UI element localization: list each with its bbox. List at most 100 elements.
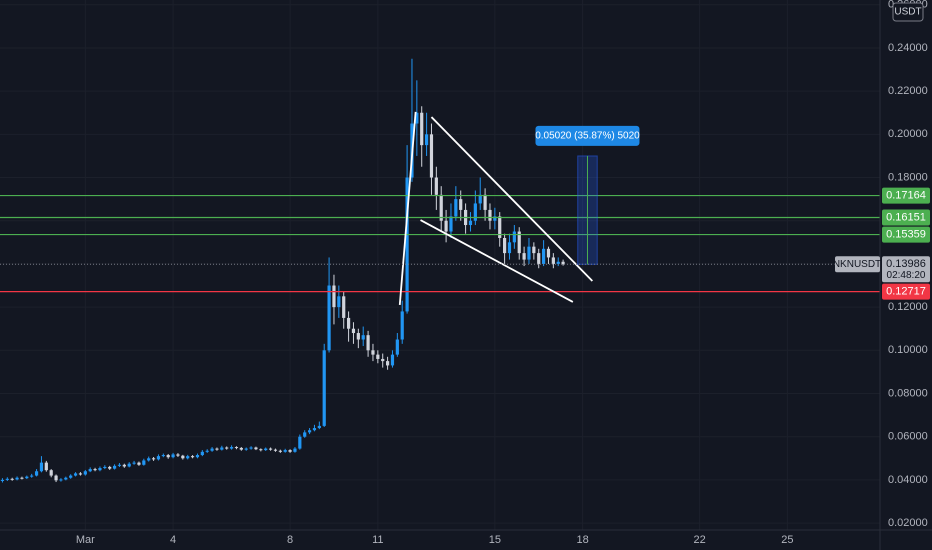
candle-body [195,455,200,458]
candle-body [390,354,395,366]
candle-body [288,450,292,452]
candle-body [254,447,258,450]
candle-body [327,285,331,351]
level-label-bg [882,226,930,243]
candle-body [176,454,180,456]
candle-body [229,447,234,449]
plot-area: 0.05020 (35.87%) 5020 [0,58,880,483]
candle-body [142,460,146,465]
candle-body [312,428,317,431]
candle-body [542,248,546,264]
candle-body [73,473,78,476]
candle-body [249,447,253,449]
candle-body [215,448,219,450]
candle-body [44,462,48,471]
level-label-bg [882,209,930,226]
x-tick-label: 11 [372,534,383,546]
x-tick-label: 8 [287,534,293,546]
candle-body [429,134,434,178]
measure-label: 0.05020 (35.87%) 5020 [535,131,640,142]
candle-body [454,199,458,217]
candle-body [532,246,536,254]
candle-body [15,477,19,480]
candle-body [225,447,229,449]
y-tick-label: 0.24000 [888,42,928,54]
candle-body [10,478,14,480]
candle-body [98,468,102,471]
candle-body [483,194,487,210]
candle-body [415,112,419,124]
candle-body [356,333,360,340]
candle-body [78,473,83,475]
last-price-label: 0.13986 [886,258,926,270]
candle-body [117,464,122,466]
symbol-bg [835,256,880,273]
candle-body [127,463,131,467]
level-label: 0.16151 [886,211,926,223]
candle-body [64,477,68,480]
y-tick-label: 0.04000 [888,474,928,486]
candle-body [49,470,53,476]
candle-body [54,475,58,481]
candle-body [307,430,312,433]
candle-body [317,425,321,429]
candle-body [156,456,161,460]
candle-body [322,350,326,426]
candle-body [498,216,502,239]
candle-body [20,477,24,479]
candle-body [366,335,370,351]
candle-body [0,479,5,481]
candle-body [220,447,224,450]
candle-body [5,478,9,480]
candle-body [25,476,29,479]
currency-bg [892,2,924,22]
level-label-bg [882,187,930,204]
candle-body [395,339,399,355]
candle-body [112,465,117,469]
candle-body [381,358,385,362]
candle-body [181,455,185,459]
candle-body [273,449,278,451]
candle-body [478,194,482,204]
candle-body [507,242,512,254]
candle-body [83,471,87,475]
trendline [420,219,574,303]
candle-body [551,257,555,264]
candle-body [268,448,273,450]
candle-body [556,261,560,264]
candle-body [493,216,497,221]
candle-body [522,253,526,260]
candle-body [361,335,365,340]
candle-body [34,471,39,476]
candle-body [332,285,336,308]
last-price-bg [882,256,930,283]
candle-body [405,177,409,312]
candle-body [244,448,248,450]
candle-body [166,455,170,458]
currency-label: USDT [894,7,921,18]
x-tick-label: 22 [693,534,705,546]
candle-body [459,199,463,210]
candle-body [59,479,63,481]
candle-body [171,454,175,458]
candle-body [200,451,204,456]
candle-body [346,317,351,329]
candle-body [376,354,380,359]
x-tick-label: 15 [489,534,501,546]
candle-body [561,261,565,265]
candle-body [210,448,214,451]
candle-body [420,112,424,146]
candle-body [69,475,73,478]
candle-body [342,296,346,318]
candle-body [259,449,263,451]
candle-body [190,456,195,458]
candle-body [517,231,521,254]
candle-body [444,220,448,232]
candle-body [147,458,151,461]
level-label: 0.17164 [886,189,926,201]
trendline [398,111,417,306]
candle-body [132,462,136,464]
level-label: 0.15359 [886,228,926,240]
